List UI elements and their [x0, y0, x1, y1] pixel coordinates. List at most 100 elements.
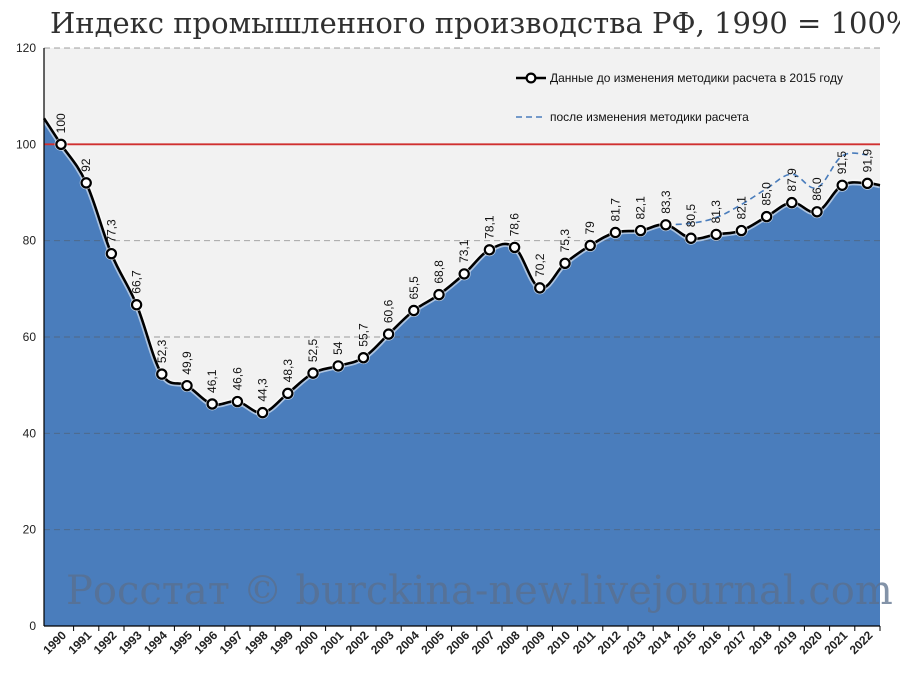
data-label: 77,3 — [104, 219, 118, 243]
data-point — [256, 406, 269, 419]
x-tick-label: 2005 — [418, 628, 447, 657]
x-tick-label: 2001 — [318, 628, 347, 657]
data-point — [433, 288, 445, 301]
x-tick-label: 1997 — [217, 628, 246, 657]
x-tick-label: 2017 — [721, 628, 750, 657]
data-label: 46,1 — [205, 369, 219, 393]
data-point — [382, 328, 395, 340]
data-point — [584, 239, 596, 252]
data-label: 60,6 — [382, 299, 396, 323]
data-label: 91,5 — [835, 151, 849, 175]
data-label: 82,1 — [734, 196, 748, 220]
data-label: 52,3 — [155, 339, 169, 363]
x-tick-label: 2019 — [771, 628, 800, 657]
x-tick-label: 1999 — [267, 628, 296, 657]
data-point — [231, 395, 244, 408]
x-tick-label: 2004 — [393, 628, 422, 657]
data-point — [156, 368, 168, 380]
data-label: 81,7 — [608, 198, 622, 222]
x-tick-label: 2018 — [746, 628, 775, 657]
x-tick-label: 1995 — [166, 628, 195, 657]
data-label: 54 — [331, 341, 345, 355]
data-point — [811, 206, 823, 218]
data-point — [105, 247, 118, 260]
x-tick-label: 2009 — [519, 628, 548, 657]
legend-swatch-marker — [525, 72, 537, 84]
x-tick-label: 1998 — [242, 628, 271, 657]
data-point — [735, 224, 748, 237]
data-point — [206, 398, 218, 410]
data-point — [710, 228, 722, 241]
y-tick-label: 0 — [29, 619, 36, 633]
data-point — [508, 241, 521, 254]
y-tick-label: 80 — [23, 234, 37, 248]
data-label: 78,6 — [508, 213, 522, 237]
data-label: 68,8 — [432, 260, 446, 284]
series-line-after-method-change — [665, 152, 868, 226]
data-label: 44,3 — [256, 378, 270, 402]
data-label: 87,9 — [785, 168, 799, 192]
data-point — [660, 219, 672, 231]
watermark: Росстат © burckina-new.livejournal.com — [66, 568, 893, 614]
data-label: 100 — [54, 113, 68, 133]
data-point — [836, 179, 848, 191]
data-label: 66,7 — [130, 270, 144, 294]
data-label: 65,5 — [407, 276, 421, 300]
data-point — [483, 244, 496, 256]
data-point — [357, 352, 370, 364]
data-label: 85,0 — [760, 182, 774, 206]
data-label: 78,1 — [482, 215, 496, 239]
data-label: 92 — [79, 158, 93, 172]
data-point — [55, 138, 67, 151]
chart-title: Индекс промышленного производства РФ, 19… — [50, 6, 900, 40]
x-tick-label: 2010 — [544, 628, 573, 657]
x-tick-label: 2020 — [796, 628, 825, 657]
data-point — [559, 257, 571, 270]
data-point — [181, 379, 193, 392]
x-tick-label: 2015 — [670, 628, 699, 657]
data-label: 81,3 — [709, 200, 723, 224]
data-point — [861, 177, 874, 190]
data-label: 79 — [583, 221, 597, 235]
x-tick-label: 2021 — [822, 628, 851, 657]
x-tick-label: 2022 — [847, 628, 876, 657]
x-tick-label: 2007 — [469, 628, 498, 657]
x-tick-label: 2016 — [696, 628, 725, 657]
data-point — [685, 232, 697, 244]
data-point — [609, 226, 622, 239]
legend: Данные до изменения методики расчета в 2… — [516, 71, 843, 124]
data-label: 52,5 — [306, 338, 320, 362]
y-tick-label: 40 — [23, 426, 37, 440]
x-tick-label: 2006 — [444, 628, 473, 657]
data-point — [408, 304, 420, 317]
data-label: 55,7 — [356, 323, 370, 347]
data-point — [80, 177, 92, 189]
data-label: 83,3 — [659, 190, 673, 214]
data-point — [534, 282, 546, 294]
x-tick-label: 2014 — [645, 628, 674, 657]
legend-label-after: после изменения методики расчета — [550, 110, 749, 124]
data-point — [130, 299, 143, 311]
data-point — [760, 210, 773, 223]
data-label: 91,9 — [860, 149, 874, 173]
plot-area: 100 92 77,3 66,7 52,3 49,9 46,1 46,6 44,3 48,3 52,… — [16, 41, 881, 657]
x-tick-label: 2011 — [570, 628, 599, 657]
data-point — [332, 360, 344, 372]
data-label: 70,2 — [533, 253, 547, 277]
x-tick-label: 1992 — [91, 628, 120, 657]
x-tick-label: 2012 — [595, 628, 624, 657]
x-tick-label: 2013 — [620, 628, 649, 657]
legend-label-before: Данные до изменения методики расчета в 2… — [550, 71, 843, 85]
x-tick-label: 1991 — [66, 628, 95, 657]
x-tick-label: 1993 — [116, 628, 145, 657]
data-label: 73,1 — [457, 239, 471, 263]
x-tick-label: 2008 — [494, 628, 523, 657]
x-tick-label: 1990 — [40, 628, 69, 657]
data-label: 86,0 — [810, 177, 824, 201]
data-label: 49,9 — [180, 351, 194, 375]
data-point — [307, 367, 319, 379]
y-tick-label: 100 — [16, 137, 36, 151]
y-tick-label: 120 — [16, 41, 36, 55]
data-point — [282, 387, 294, 400]
